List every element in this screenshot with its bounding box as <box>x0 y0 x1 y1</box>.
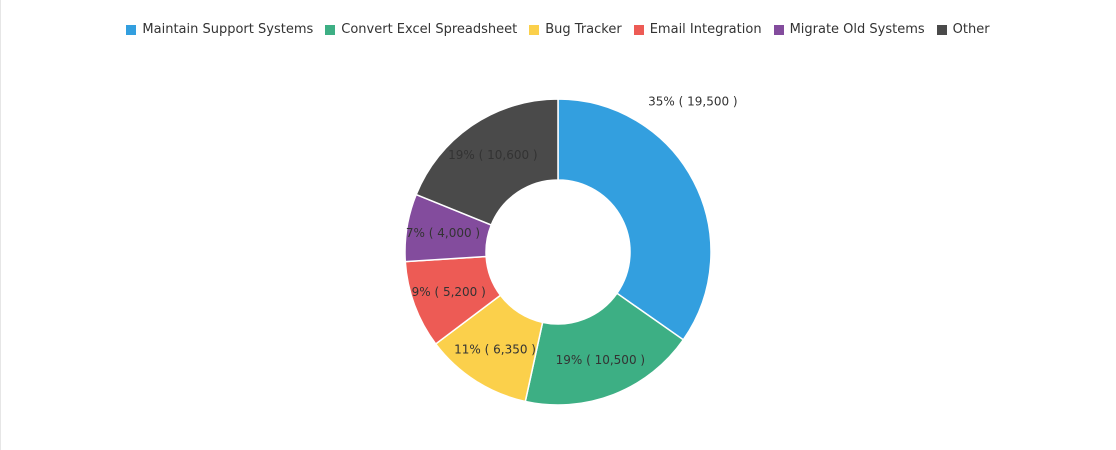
donut-slice-other[interactable] <box>415 98 559 226</box>
legend-item-migrate-old-systems[interactable]: Migrate Old Systems <box>773 22 925 37</box>
legend-item-other[interactable]: Other <box>936 22 990 37</box>
legend-item-email-integration[interactable]: Email Integration <box>633 22 762 37</box>
legend-label: Convert Excel Spreadsheet <box>341 22 518 37</box>
legend-label: Maintain Support Systems <box>142 22 314 37</box>
donut-slice-convert-excel-spreadsheet[interactable] <box>524 292 685 406</box>
legend-item-maintain-support-systems[interactable]: Maintain Support Systems <box>126 22 313 37</box>
legend-swatch <box>633 24 644 35</box>
legend-label: Migrate Old Systems <box>789 22 925 37</box>
legend-label: Bug Tracker <box>545 22 622 37</box>
slice-label-convert-excel-spreadsheet: 19% ( 10,500 ) <box>556 353 645 367</box>
legend-item-bug-tracker[interactable]: Bug Tracker <box>529 22 622 37</box>
legend-item-convert-excel-spreadsheet[interactable]: Convert Excel Spreadsheet <box>325 22 517 37</box>
legend-swatch <box>529 24 540 35</box>
legend-label: Email Integration <box>649 22 762 37</box>
legend-swatch <box>773 24 784 35</box>
legend-label: Other <box>952 22 990 37</box>
slice-label-email-integration: 9% ( 5,200 ) <box>412 285 486 299</box>
left-border <box>0 0 1 450</box>
slice-label-other: 19% ( 10,600 ) <box>448 148 537 162</box>
slice-label-bug-tracker: 11% ( 6,350 ) <box>454 343 536 357</box>
slice-label-maintain-support-systems: 35% ( 19,500 ) <box>648 94 737 108</box>
chart-legend: Maintain Support Systems Convert Excel S… <box>0 22 1116 37</box>
legend-swatch <box>126 24 137 35</box>
donut-slice-maintain-support-systems[interactable] <box>557 98 712 341</box>
slice-label-migrate-old-systems: 7% ( 4,000 ) <box>406 226 480 240</box>
legend-swatch <box>325 24 336 35</box>
legend-swatch <box>936 24 947 35</box>
